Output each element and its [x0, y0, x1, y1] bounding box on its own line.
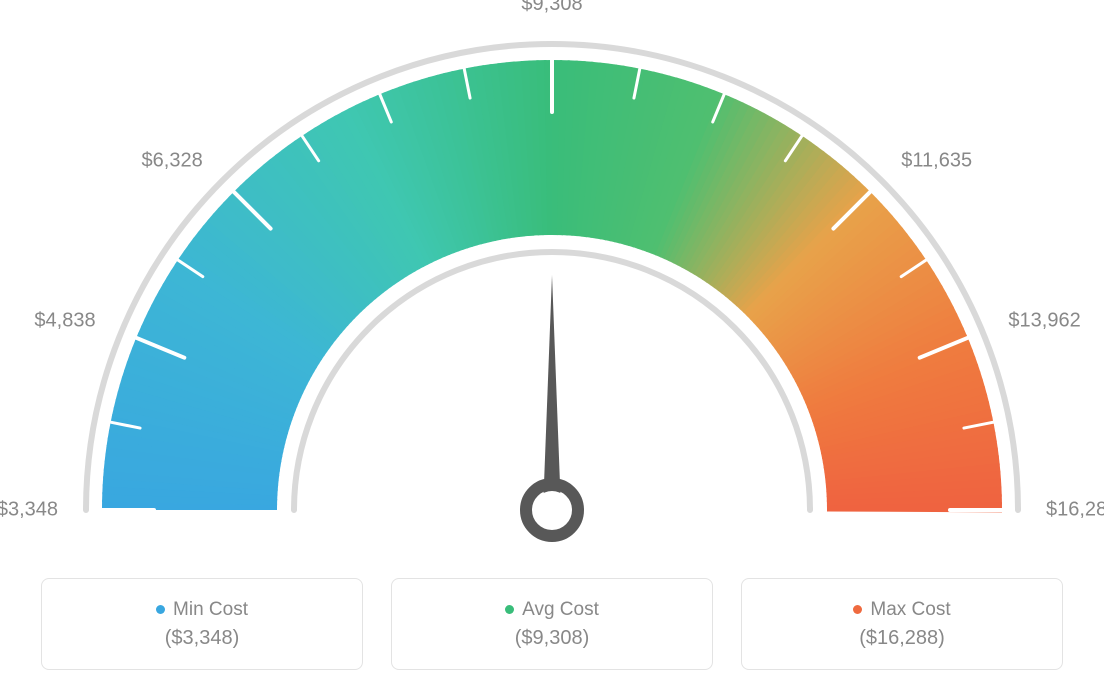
gauge-scale-label: $4,838	[34, 309, 95, 332]
gauge-svg	[32, 30, 1072, 570]
min-cost-card: Min Cost ($3,348)	[41, 578, 363, 670]
max-cost-title: Max Cost	[870, 599, 950, 621]
gauge-scale-label: $3,348	[0, 499, 58, 522]
min-cost-dot	[156, 605, 165, 614]
max-cost-dot	[853, 605, 862, 614]
max-cost-card: Max Cost ($16,288)	[741, 578, 1063, 670]
avg-cost-value: ($9,308)	[515, 627, 590, 650]
max-cost-value: ($16,288)	[859, 627, 945, 650]
avg-cost-dot	[505, 605, 514, 614]
min-cost-title: Min Cost	[173, 599, 248, 621]
cost-gauge: $3,348 $4,838 $6,328 $9,308 $11,635 $13,962 $1…	[0, 0, 1104, 560]
gauge-scale-label: $11,635	[901, 149, 972, 172]
min-cost-title-row: Min Cost	[156, 599, 248, 621]
summary-cards: Min Cost ($3,348) Avg Cost ($9,308) Max …	[0, 578, 1104, 670]
avg-cost-title: Avg Cost	[522, 599, 599, 621]
avg-cost-card: Avg Cost ($9,308)	[391, 578, 713, 670]
gauge-scale-label: $16,288	[1046, 499, 1104, 522]
avg-cost-title-row: Avg Cost	[505, 599, 599, 621]
gauge-scale-label: $6,328	[142, 149, 203, 172]
gauge-scale-label: $9,308	[521, 0, 582, 16]
min-cost-value: ($3,348)	[165, 627, 240, 650]
gauge-scale-label: $13,962	[1008, 309, 1080, 332]
max-cost-title-row: Max Cost	[853, 599, 950, 621]
